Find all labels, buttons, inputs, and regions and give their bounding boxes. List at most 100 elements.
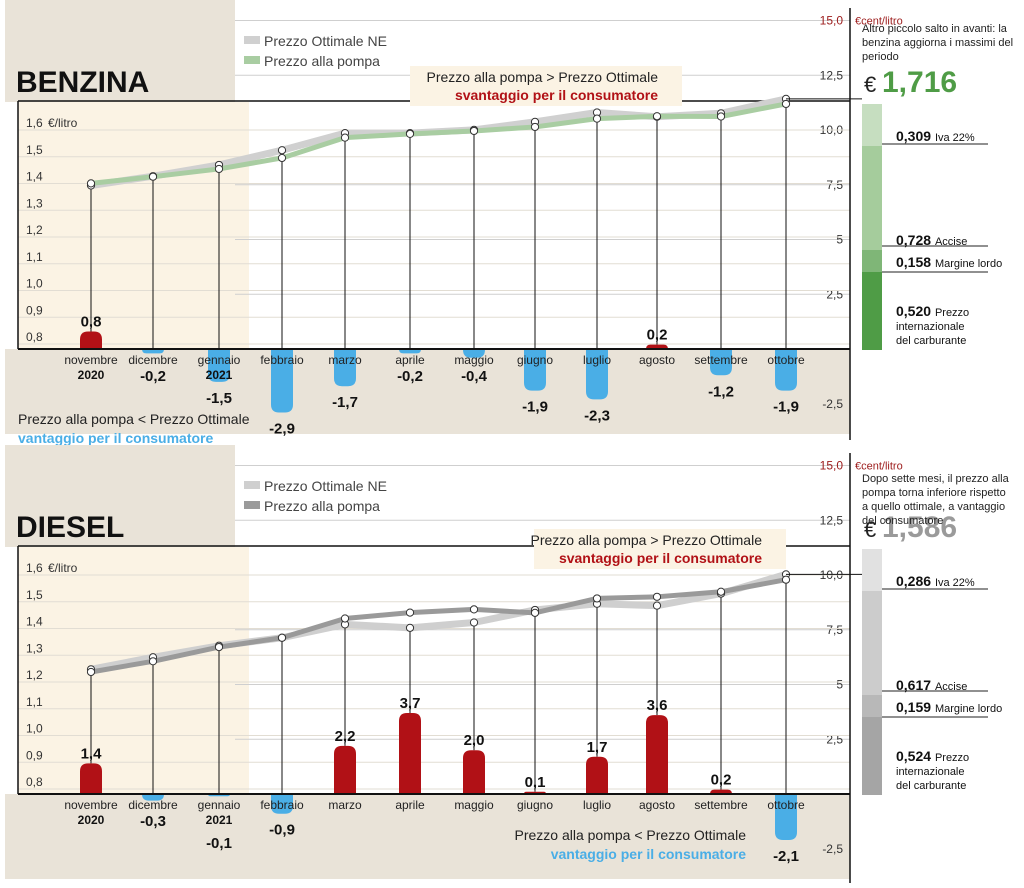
difference-label: 1,4 (81, 745, 103, 762)
price-component-segment (862, 717, 882, 795)
left-tick-label: 1,2 (26, 668, 43, 682)
annotation-top: Prezzo alla pompa > Prezzo Ottimale (427, 69, 659, 85)
left-tick-label: 0,8 (26, 330, 43, 344)
right-tick-label: 15,0 (820, 14, 844, 28)
month-label: aprile (395, 798, 425, 812)
month-label: gennaio (198, 353, 241, 367)
difference-label: -0,1 (206, 835, 232, 852)
series-point (652, 601, 662, 610)
series-point (652, 112, 662, 121)
legend-label: Prezzo Ottimale NE (264, 33, 387, 49)
month-label: maggio (454, 353, 494, 367)
month-label: giugno (517, 798, 553, 812)
difference-label: -1,2 (708, 383, 734, 400)
annotation-bottom: Prezzo alla pompa < Prezzo Ottimale (18, 411, 250, 427)
series-point (86, 667, 96, 677)
component-label: 0,286 Iva 22% (896, 573, 975, 589)
price-component-segment (862, 549, 882, 591)
difference-bar (586, 756, 608, 794)
series-point (340, 133, 350, 142)
difference-label: 3,7 (400, 695, 421, 712)
difference-bar (142, 349, 164, 354)
price-component-segment (862, 104, 882, 146)
right-unit-label: €cent/litro (855, 461, 903, 473)
legend-label: Prezzo Ottimale NE (264, 478, 387, 494)
component-label: 0,728 Accise (896, 232, 967, 248)
series-line-pompa (90, 577, 787, 675)
year-label: 2020 (78, 813, 105, 827)
series-point (214, 643, 224, 652)
difference-label: -2,1 (773, 848, 799, 865)
difference-bar (80, 331, 102, 349)
month-label: febbraio (260, 798, 304, 812)
difference-label: -2,3 (584, 407, 610, 424)
month-label: settembre (694, 353, 748, 367)
component-name: Accise (935, 681, 967, 693)
component-name: Iva 22% (935, 132, 975, 144)
difference-label: -2,9 (269, 421, 295, 438)
negative-zone (5, 349, 850, 434)
series-point (405, 623, 415, 632)
left-tick-label: 0,8 (26, 775, 43, 789)
series-point (716, 112, 726, 121)
month-label: gennaio (198, 798, 241, 812)
component-value: 0,309 (896, 128, 935, 144)
series-point (214, 164, 224, 174)
component-label: 0,524 Prezzo (896, 748, 969, 764)
month-label: settembre (694, 798, 748, 812)
difference-bar (586, 349, 608, 400)
difference-label: -0,3 (140, 813, 166, 830)
difference-bar (80, 763, 102, 794)
series-point (469, 605, 479, 614)
series-point (530, 608, 540, 617)
price-component-segment (862, 591, 882, 695)
month-label: agosto (639, 353, 675, 367)
difference-bar (646, 344, 668, 349)
series-point (86, 179, 96, 188)
difference-bar (334, 745, 356, 794)
legend-label: Prezzo alla pompa (264, 498, 380, 514)
component-value: 0,158 (896, 254, 935, 270)
series-point (340, 614, 350, 623)
component-value: 0,728 (896, 232, 935, 248)
left-tick-label: 1,5 (26, 588, 43, 602)
right-unit-label: €cent/litro (855, 16, 903, 28)
difference-bar (775, 349, 797, 391)
price-currency: € (864, 72, 876, 97)
price-component-segment (862, 695, 882, 717)
component-name: Accise (935, 236, 967, 248)
left-tick-label: 0,9 (26, 303, 43, 317)
right-tick-label: 12,5 (820, 513, 844, 527)
month-label: ottobre (767, 798, 805, 812)
difference-bar (399, 712, 421, 794)
annotation-top-box (410, 66, 682, 106)
difference-label: -1,7 (332, 394, 358, 411)
series-point (652, 592, 662, 601)
difference-label: -0,9 (269, 822, 295, 839)
difference-bar (463, 349, 485, 358)
difference-bar (334, 349, 356, 387)
difference-bar (463, 750, 485, 794)
difference-label: 0,8 (81, 313, 102, 330)
component-label: 0,617 Accise (896, 677, 967, 693)
month-label: marzo (328, 353, 362, 367)
series-point (469, 618, 479, 627)
diesel-title: DIESEL (16, 511, 124, 544)
series-point (277, 146, 287, 155)
component-label: 0,158 Margine lordo (896, 254, 1002, 270)
difference-bar (524, 349, 546, 391)
month-label: novembre (64, 798, 118, 812)
difference-label: 0,1 (525, 774, 546, 791)
right-tick-label: -2,5 (822, 397, 843, 411)
component-name-line3: del carburante (896, 780, 966, 792)
difference-bar (710, 789, 732, 794)
price-component-segment (862, 146, 882, 250)
right-tick-label: 7,5 (826, 623, 843, 637)
difference-bar (271, 794, 293, 814)
month-label: luglio (583, 798, 611, 812)
component-value: 0,520 (896, 303, 935, 319)
component-label: 0,520 Prezzo (896, 303, 969, 319)
legend-swatch (244, 481, 260, 489)
difference-bar (710, 349, 732, 376)
